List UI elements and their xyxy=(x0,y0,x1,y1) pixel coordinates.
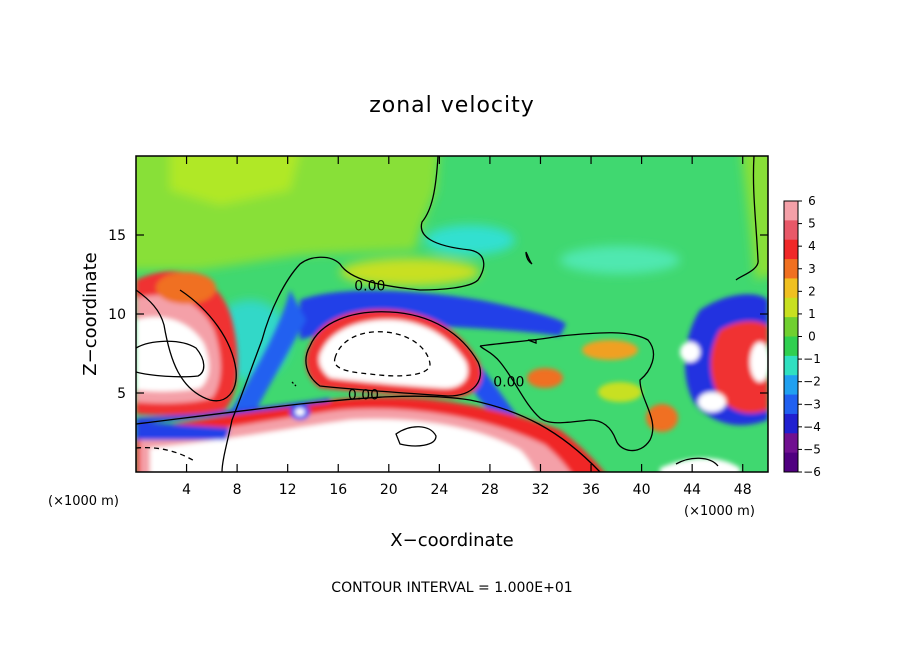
field-right-white-2 xyxy=(680,342,700,362)
contour-dashed-lower xyxy=(136,446,197,463)
contour-label: 0.00 xyxy=(493,375,524,391)
colorbar-swatch xyxy=(784,413,798,434)
x-tick-label: 20 xyxy=(380,482,398,498)
field-yellow-ellipse xyxy=(340,258,480,286)
field-right-white-1 xyxy=(698,392,726,412)
colorbar-tick-label: 2 xyxy=(808,284,816,298)
colorbar-tick-label: 3 xyxy=(808,262,816,276)
field-lower-white xyxy=(150,419,536,472)
colorbar-tick-label: −6 xyxy=(803,465,821,479)
field-right-red xyxy=(710,321,768,414)
contour-label: 0.00 xyxy=(354,278,385,294)
y-axis: 5 10 15 xyxy=(108,228,768,402)
colorbar-tick-label: −2 xyxy=(803,375,821,389)
x-tick-label: 36 xyxy=(582,482,600,498)
x-unit-left: (×1000 m) xyxy=(48,494,119,509)
colorbar-tick-label: 4 xyxy=(808,239,816,253)
colorbar-swatch xyxy=(784,394,798,415)
chart-title: zonal velocity xyxy=(369,93,535,118)
field-orange-cell-3 xyxy=(646,404,678,432)
contour-labels: 0.00 0.00 0.00 xyxy=(348,278,525,403)
colorbar-tick-label: 1 xyxy=(808,307,816,321)
colorbar-tick-label: −5 xyxy=(803,442,821,456)
contour-zero-left xyxy=(136,289,237,402)
colorbar-tick-label: −1 xyxy=(803,352,821,366)
x-tick-label: 48 xyxy=(734,482,752,498)
field-white-cell-small xyxy=(295,408,305,416)
colorbar-swatch xyxy=(784,278,798,299)
contour-small-1 xyxy=(525,251,533,265)
colorbar-tick-label: −4 xyxy=(803,420,821,434)
field-right-white-3 xyxy=(750,342,768,382)
x-tick-label: 44 xyxy=(683,482,701,498)
contour-dashed-small xyxy=(291,381,297,387)
contour-positive-right xyxy=(675,457,719,467)
x-tick-label: 16 xyxy=(329,482,347,498)
y-tick-label: 5 xyxy=(117,386,126,402)
field-left-orange xyxy=(156,272,216,304)
x-axis: 4 8 12 16 20 24 28 32 36 40 44 48 xyxy=(182,156,752,498)
colorbar-swatch xyxy=(784,336,798,357)
contour-label: 0.00 xyxy=(348,387,379,403)
field-orange-cell-2 xyxy=(582,340,638,360)
colorbar-tick-label: 5 xyxy=(808,217,816,231)
field-core-white xyxy=(319,319,468,389)
x-tick-label: 12 xyxy=(279,482,297,498)
y-tick-label: 15 xyxy=(108,228,126,244)
colorbar-swatch xyxy=(784,297,798,318)
colorbar-swatch xyxy=(784,355,798,376)
velocity-field: 0.00 0.00 0.00 xyxy=(136,156,768,472)
colorbar-swatch xyxy=(784,239,798,260)
colorbar-swatch xyxy=(784,317,798,337)
field-yellow-cell xyxy=(598,382,642,402)
field-cyan-patch-2 xyxy=(560,246,680,274)
contour-zero-core xyxy=(305,311,482,397)
colorbar-swatch xyxy=(784,220,798,241)
contour-zero-upper xyxy=(221,156,485,472)
colorbar-swatch xyxy=(784,259,798,279)
field-upper-strong xyxy=(170,156,299,205)
contour-dashed-core xyxy=(333,331,431,377)
x-tick-label: 40 xyxy=(633,482,651,498)
colorbar-swatch xyxy=(784,201,798,221)
field-left-lobe-white xyxy=(136,317,209,392)
x-tick-label: 28 xyxy=(481,482,499,498)
field-cyan-patch-1 xyxy=(425,225,515,255)
x-axis-label: X−coordinate xyxy=(390,530,513,551)
contour-lines xyxy=(136,156,759,472)
x-tick-label: 8 xyxy=(233,482,242,498)
colorbar-swatch xyxy=(784,375,798,396)
contour-zero-lower xyxy=(136,395,601,472)
contour-zero-middle xyxy=(479,332,655,452)
contour-zero-right xyxy=(735,156,759,281)
contour-small-2 xyxy=(527,339,537,344)
y-tick-label: 10 xyxy=(108,307,126,323)
field-orange-cell-1 xyxy=(527,368,563,388)
colorbar-swatch xyxy=(784,452,798,473)
x-unit-right: (×1000 m) xyxy=(684,504,755,519)
x-tick-label: 4 xyxy=(182,482,191,498)
y-axis-label: Z−coordinate xyxy=(80,252,101,375)
colorbar-swatch xyxy=(784,433,798,454)
colorbar-tick-label: −3 xyxy=(803,397,821,411)
x-tick-label: 24 xyxy=(430,482,448,498)
contour-positive-lower xyxy=(395,426,437,447)
field-lower-blue-left xyxy=(136,422,230,440)
colorbar-tick-label: 6 xyxy=(808,194,816,208)
contour-interval-note: CONTOUR INTERVAL = 1.000E+01 xyxy=(331,580,572,596)
colorbar-tick-label: 0 xyxy=(808,330,816,344)
contour-positive-inner xyxy=(136,340,205,378)
x-tick-label: 32 xyxy=(532,482,550,498)
colorbar: 6 5 4 3 2 1 0 −1 −2 −3 −4 −5 −6 xyxy=(783,194,821,479)
